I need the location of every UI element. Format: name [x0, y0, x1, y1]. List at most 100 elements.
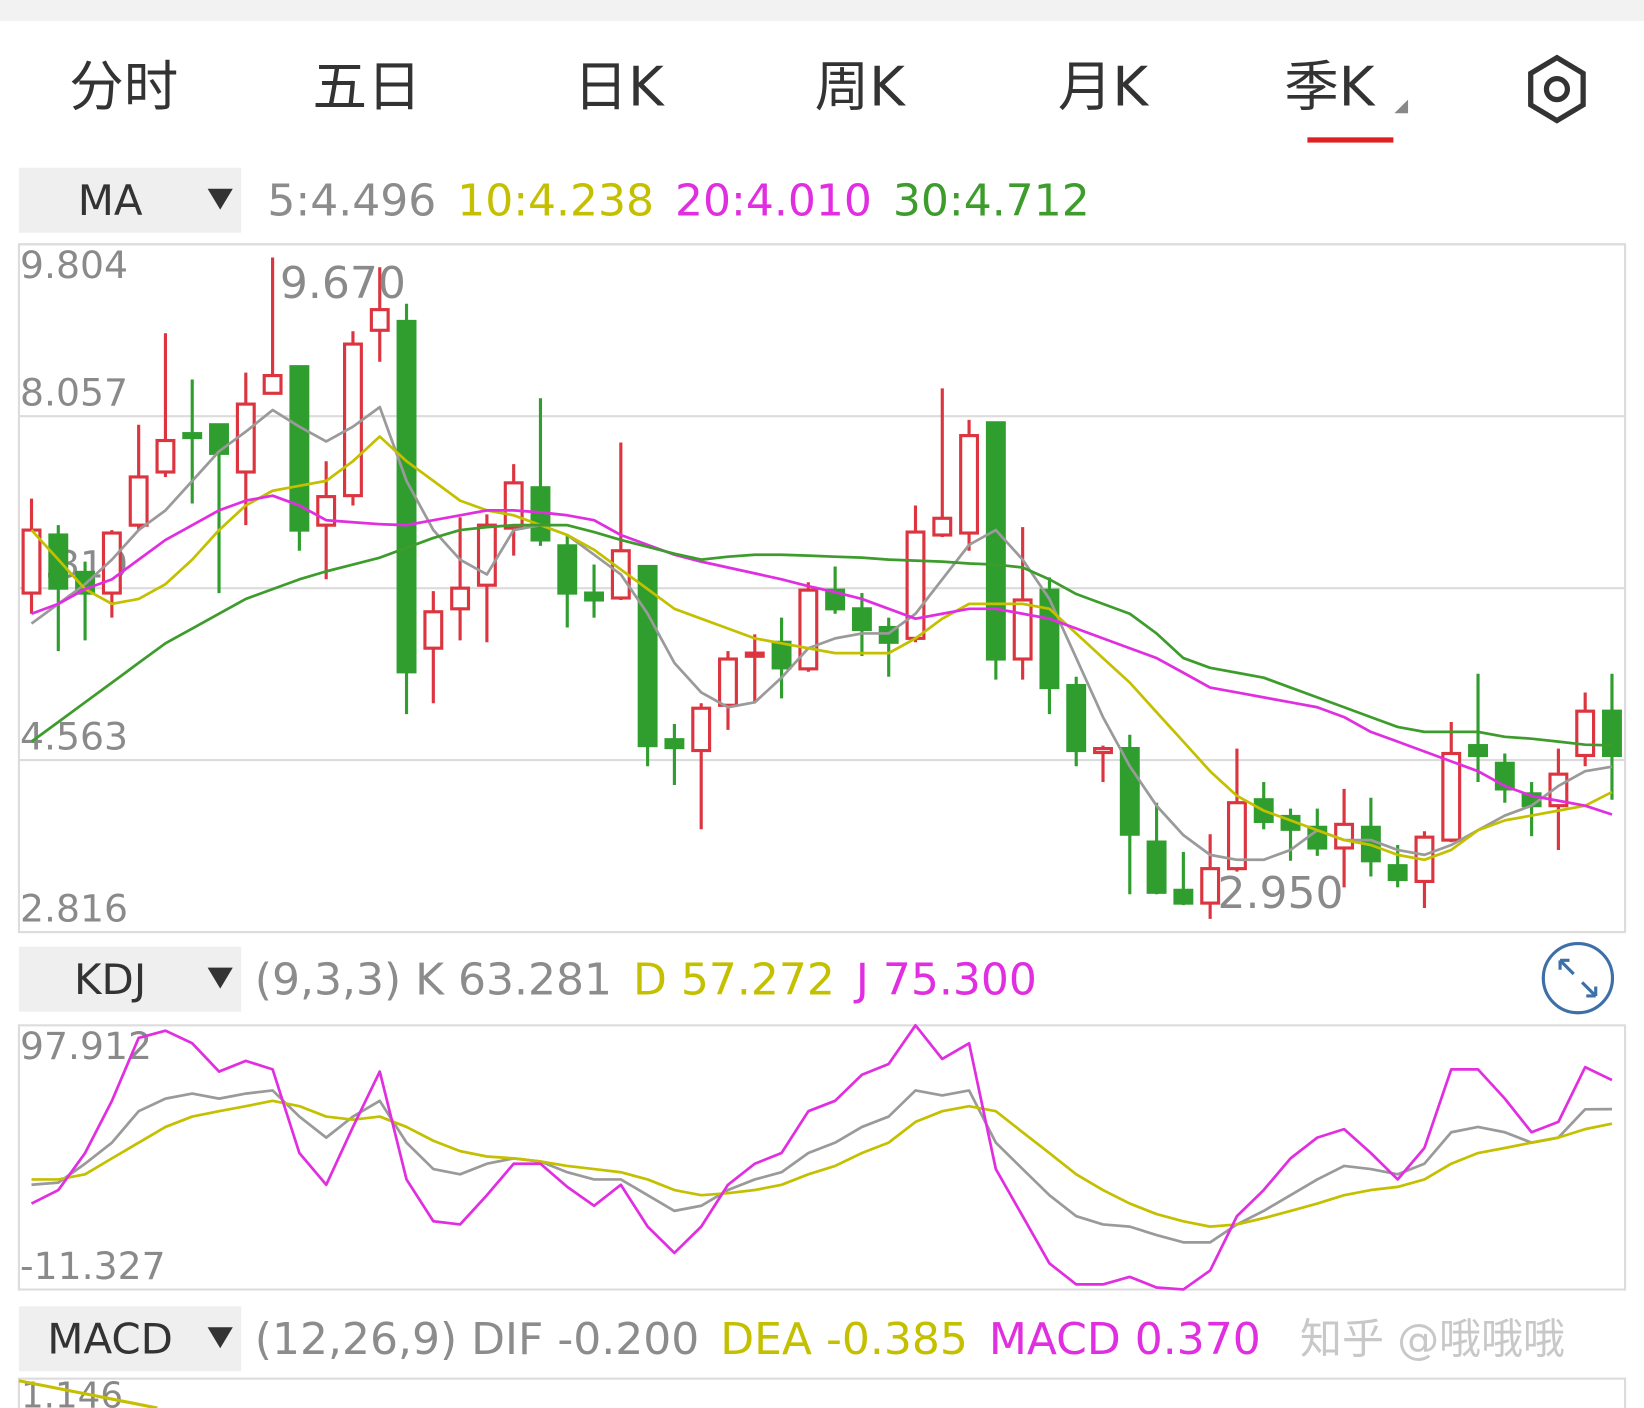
- candle: [1173, 851, 1194, 906]
- candle: [396, 303, 417, 715]
- candle: [771, 617, 792, 699]
- selector-arrow: [207, 188, 233, 210]
- tab[interactable]: 分时: [69, 54, 178, 118]
- candle: [48, 525, 69, 652]
- legend-entry: 5:4.496: [267, 175, 436, 226]
- legend-entry: 30:4.712: [893, 175, 1090, 226]
- candle: [1468, 673, 1488, 783]
- candle-body: [932, 516, 953, 537]
- status-strip: [0, 0, 1644, 21]
- indicator-selector[interactable]: MACD: [18, 1306, 242, 1372]
- candle: [21, 498, 42, 614]
- selector-box: [18, 167, 242, 233]
- candle-body: [342, 342, 363, 498]
- candle: [1200, 834, 1221, 919]
- selector-box: [18, 946, 242, 1012]
- candle: [476, 514, 497, 643]
- candle: [744, 634, 765, 702]
- candle: [1119, 734, 1140, 895]
- candle: [182, 379, 203, 504]
- expand-button[interactable]: [1541, 941, 1615, 1015]
- settings-button[interactable]: [1528, 54, 1586, 124]
- candle-body: [1119, 747, 1140, 836]
- candle: [905, 505, 926, 643]
- y-tick-label: 9.804: [20, 243, 128, 287]
- settings-icon-dot: [1543, 76, 1571, 103]
- candle: [557, 535, 578, 628]
- candle-body: [476, 523, 497, 587]
- tab[interactable]: 日K: [573, 54, 665, 118]
- candle-body: [771, 640, 792, 670]
- candle: [718, 651, 738, 730]
- candle-body: [262, 373, 283, 395]
- indicator-selector[interactable]: MA: [18, 167, 242, 233]
- selector-arrow: [207, 1327, 233, 1349]
- candle-body: [503, 481, 524, 530]
- candle: [75, 561, 96, 641]
- candle-body: [1387, 864, 1408, 882]
- tab-label: 五日: [312, 54, 421, 118]
- candle: [369, 267, 390, 362]
- watermark: 知乎 @哦哦哦: [1300, 1314, 1565, 1363]
- candle-body: [396, 319, 417, 674]
- indicator-line: [31, 494, 1613, 816]
- settings-icon: [1528, 54, 1586, 124]
- candle: [1093, 745, 1113, 783]
- candle-body: [825, 588, 846, 611]
- indicator-line: [31, 1089, 1612, 1244]
- legend-entry: J 75.300: [853, 954, 1037, 1005]
- y-tick-label: -11.327: [20, 1244, 166, 1288]
- candle: [851, 593, 872, 657]
- candle-body: [101, 531, 122, 595]
- candle: [342, 331, 363, 506]
- candle-body: [664, 738, 685, 750]
- tab-label: 日K: [573, 54, 665, 118]
- candle: [637, 564, 658, 767]
- candle-body: [557, 544, 578, 595]
- candle-body: [1012, 598, 1033, 661]
- candle-body: [985, 421, 1006, 661]
- candle-body: [1441, 751, 1462, 842]
- indicator-line: [30, 1023, 1613, 1291]
- y-tick-label: 8.057: [20, 371, 128, 415]
- candle: [584, 564, 605, 618]
- candle-body: [1602, 709, 1622, 758]
- extreme-label: 2.950: [1217, 868, 1343, 919]
- candle: [798, 582, 819, 672]
- candle-body: [718, 657, 738, 707]
- indicator-selector[interactable]: KDJ: [18, 946, 242, 1012]
- tab-label: 月K: [1058, 54, 1150, 118]
- candle-body: [691, 706, 712, 753]
- indicator-line: [30, 435, 1613, 862]
- tab[interactable]: 五日: [312, 54, 421, 118]
- candle-body: [1200, 867, 1221, 905]
- candle: [691, 703, 712, 830]
- candle: [289, 365, 310, 551]
- y-tick-label: 97.912: [20, 1024, 152, 1068]
- candle: [1602, 673, 1622, 800]
- candle: [1441, 722, 1462, 843]
- candle: [1360, 797, 1381, 877]
- tab-label: 分时: [69, 54, 178, 118]
- indicator-line: [30, 405, 1613, 862]
- selector-label: MACD: [47, 1314, 173, 1363]
- candle-body: [182, 432, 203, 440]
- legend-entry: D 57.272: [633, 954, 835, 1005]
- candle: [1575, 692, 1596, 767]
- selector-box: [18, 1306, 242, 1372]
- tab[interactable]: 季K: [1284, 54, 1409, 143]
- tab[interactable]: 周K: [815, 54, 907, 118]
- panel-frame: [17, 1024, 1627, 1291]
- selector-label: MA: [78, 176, 143, 225]
- candle-body: [450, 586, 471, 611]
- candle-body: [637, 564, 658, 748]
- candle-body: [1468, 744, 1488, 758]
- legend-entry: MACD 0.370: [989, 1314, 1261, 1365]
- candle: [959, 419, 980, 551]
- candle-body: [1575, 709, 1596, 758]
- candle-body: [235, 402, 256, 474]
- legend-entry: 20:4.010: [675, 175, 872, 226]
- candle: [1414, 831, 1435, 909]
- selector-label: KDJ: [74, 955, 146, 1004]
- tab[interactable]: 月K: [1058, 54, 1150, 118]
